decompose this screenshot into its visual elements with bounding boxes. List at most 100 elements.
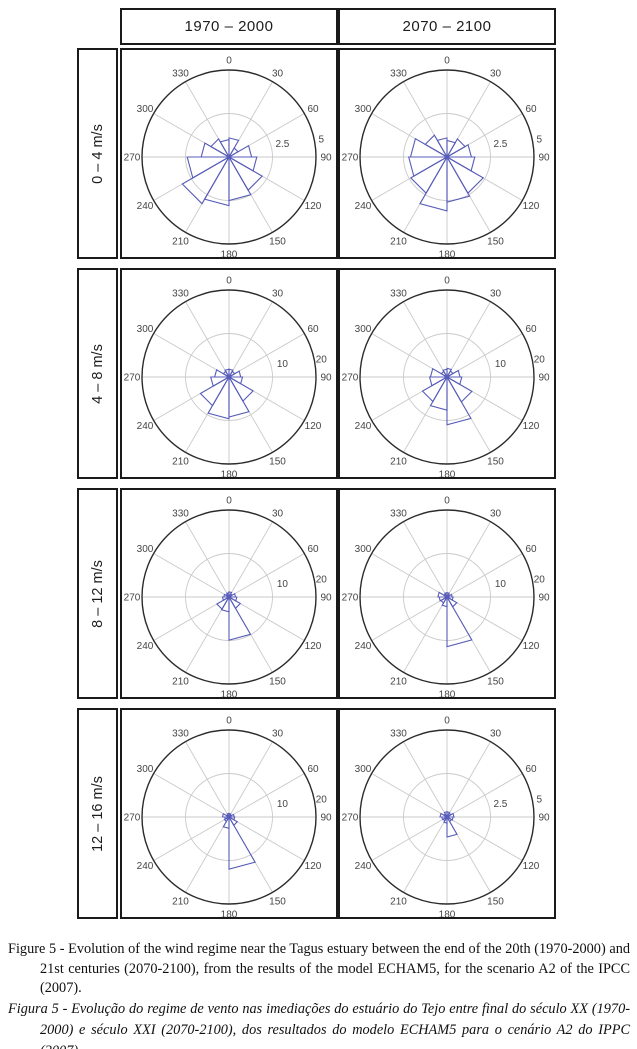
radial-tick-labels: 10 20 (495, 355, 545, 371)
direction-tick-label: 90 (320, 373, 332, 384)
polar-grid (142, 730, 316, 904)
direction-tick-label: 300 (137, 104, 154, 115)
radial-tick-labels: 2.5 5 (493, 795, 542, 811)
rose-petal (221, 812, 232, 818)
direction-tick-label: 210 (172, 677, 189, 688)
direction-labels: 0 30 60 90 120 150 180 210 240 270 300 330 (342, 716, 550, 918)
rose-petal (225, 592, 230, 600)
direction-tick-label: 240 (355, 201, 372, 212)
wind-rose-svg: 0 30 60 90 120 150 180 210 240 270 300 330 10 20 (124, 716, 332, 918)
direction-tick-label: 0 (226, 716, 232, 727)
direction-tick-label: 210 (172, 897, 189, 908)
rose-petal (446, 594, 473, 648)
radial-tick-labels: 2.5 5 (275, 135, 324, 151)
direction-tick-label: 90 (320, 153, 332, 164)
direction-tick-label: 30 (272, 509, 284, 520)
wind-rose-svg: 0 30 60 90 120 150 180 210 240 270 300 330 10 20 (342, 276, 550, 480)
direction-tick-label: 30 (272, 289, 284, 300)
direction-tick-label: 180 (221, 250, 238, 260)
period-header-row: 1970 – 2000 2070 – 2100 (120, 8, 556, 45)
direction-labels: 0 30 60 90 120 150 180 210 240 270 300 330 (342, 496, 550, 698)
direction-tick-label: 0 (444, 496, 450, 507)
direction-tick-label: 60 (525, 764, 537, 775)
rose-petal (199, 375, 231, 407)
rose-petal (226, 812, 230, 820)
direction-tick-label: 180 (439, 470, 456, 480)
direction-tick-label: 300 (355, 764, 372, 775)
direction-tick-label: 300 (355, 544, 372, 555)
rose-petal (228, 594, 252, 641)
wind-rose-12-16-1970-2000: 0 30 60 90 120 150 180 210 240 270 300 330 10 20 (120, 708, 338, 919)
direction-tick-label: 150 (487, 897, 504, 908)
rose-petals (181, 137, 264, 207)
direction-tick-label: 120 (305, 421, 322, 432)
radial-tick-outer: 5 (319, 135, 325, 146)
rose-petal (436, 137, 448, 160)
radial-tick-inner: 10 (495, 579, 507, 590)
direction-tick-label: 210 (172, 457, 189, 468)
radial-tick-outer: 20 (534, 575, 546, 586)
direction-tick-label: 150 (269, 897, 286, 908)
rose-petal (228, 814, 256, 870)
rose-petal (442, 368, 448, 380)
rose-petals (216, 591, 252, 641)
radial-tick-inner: 2.5 (493, 139, 507, 150)
direction-tick-label: 90 (320, 813, 332, 824)
rose-petal (443, 811, 448, 820)
direction-tick-label: 180 (439, 250, 456, 260)
direction-tick-label: 210 (390, 897, 407, 908)
direction-tick-label: 270 (124, 373, 141, 384)
direction-tick-label: 270 (124, 153, 141, 164)
direction-tick-label: 0 (226, 496, 232, 507)
rose-petals (199, 368, 254, 420)
inner-ring (185, 333, 273, 421)
rose-petal (437, 591, 450, 598)
direction-tick-label: 60 (525, 544, 537, 555)
direction-tick-label: 300 (355, 324, 372, 335)
wind-rose-svg: 0 30 60 90 120 150 180 210 240 270 300 330 10 20 (124, 276, 332, 478)
direction-tick-label: 210 (390, 677, 407, 688)
wind-rose-8-12-2070-2100: 0 30 60 90 120 150 180 210 240 270 300 330 10 20 (338, 488, 556, 699)
direction-tick-label: 330 (172, 69, 189, 80)
wind-rose-0-4-2070-2100: 0 30 60 90 120 150 180 210 240 270 300 330 2.5 5 (338, 48, 556, 259)
direction-tick-label: 0 (226, 56, 232, 67)
radial-tick-labels: 10 20 (277, 575, 327, 591)
wind-rose-0-4-1970-2000: 0 30 60 90 120 150 180 210 240 270 300 330 2.5 5 (120, 48, 338, 259)
radial-tick-inner: 10 (495, 359, 507, 370)
rose-petals (439, 811, 458, 838)
direction-tick-label: 240 (355, 421, 372, 432)
direction-tick-label: 240 (137, 641, 154, 652)
direction-tick-label: 0 (444, 716, 450, 727)
radial-tick-inner: 2.5 (493, 799, 507, 810)
direction-tick-label: 330 (390, 509, 407, 520)
direction-labels: 0 30 60 90 120 150 180 210 240 270 300 330 (124, 496, 332, 698)
direction-tick-label: 120 (523, 861, 540, 872)
wind-rose-svg: 0 30 60 90 120 150 180 210 240 270 300 330 10 20 (342, 496, 550, 698)
direction-tick-label: 90 (538, 593, 550, 604)
direction-tick-label: 150 (487, 457, 504, 468)
direction-tick-label: 150 (269, 677, 286, 688)
row-label-4-8: 4 – 8 m/s (77, 268, 118, 479)
wind-rose-4-8-1970-2000: 0 30 60 90 120 150 180 210 240 270 300 330 10 20 (120, 268, 338, 479)
direction-tick-label: 30 (490, 69, 502, 80)
direction-tick-label: 240 (137, 201, 154, 212)
direction-tick-label: 150 (269, 457, 286, 468)
radial-tick-outer: 20 (316, 355, 328, 366)
direction-tick-label: 60 (307, 544, 319, 555)
direction-tick-label: 300 (137, 544, 154, 555)
direction-labels: 0 30 60 90 120 150 180 210 240 270 300 330 (124, 56, 332, 260)
direction-tick-label: 120 (305, 641, 322, 652)
rose-petals (421, 367, 473, 426)
direction-tick-label: 270 (342, 593, 359, 604)
direction-tick-label: 90 (538, 153, 550, 164)
wind-rose-svg: 0 30 60 90 120 150 180 210 240 270 300 330 10 20 (124, 496, 332, 698)
direction-tick-label: 210 (172, 237, 189, 248)
direction-tick-label: 330 (390, 69, 407, 80)
direction-tick-label: 330 (172, 289, 189, 300)
direction-tick-label: 90 (538, 813, 550, 824)
radial-tick-outer: 5 (537, 135, 543, 146)
rose-petal (446, 814, 458, 838)
